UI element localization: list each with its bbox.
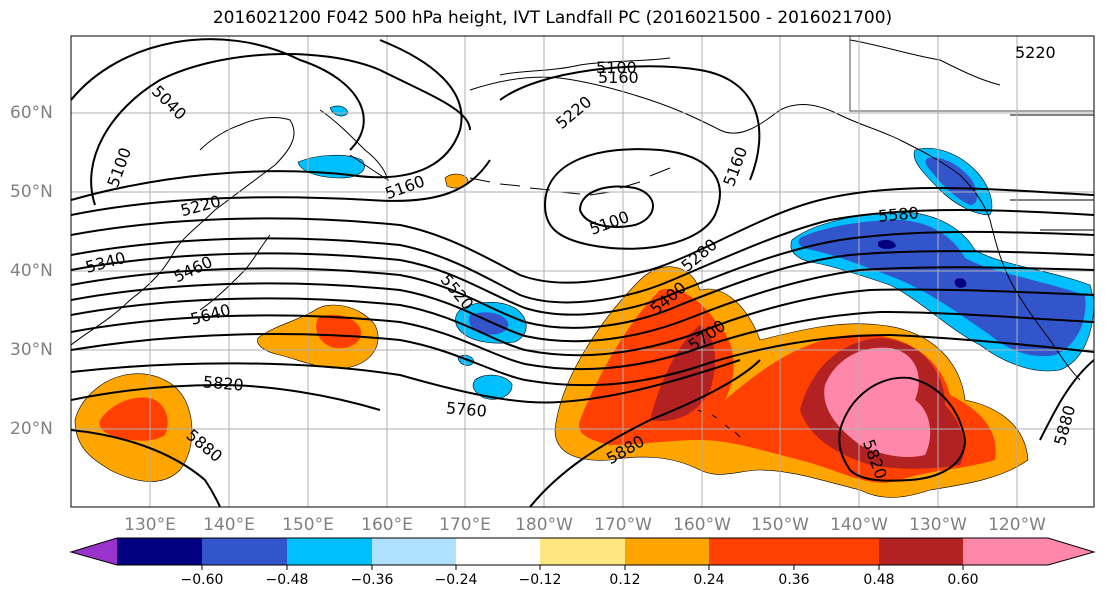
colorbar-outline — [69, 537, 1096, 566]
colorbar-tick-label: −0.60 — [180, 572, 224, 588]
colorbar-swatch — [625, 538, 709, 565]
contour-label: 5760 — [445, 398, 487, 420]
positive-anomaly-region — [444, 173, 469, 189]
lon-label: 150°W — [751, 515, 809, 535]
contour-5880-east — [1039, 359, 1094, 441]
inset-box — [849, 36, 1094, 112]
negative-anomaly-region — [878, 239, 967, 288]
colorbar-swatch — [202, 538, 287, 565]
colorbar-swatch — [709, 538, 794, 565]
canada-border — [1010, 114, 1094, 231]
lon-label: 170°E — [439, 515, 491, 535]
colorbar-tick-label: 0.24 — [693, 572, 725, 588]
lat-label: 30°N — [10, 340, 53, 360]
colorbar — [69, 537, 1096, 570]
lon-label: 140°W — [830, 515, 888, 535]
colorbar-extend-left — [71, 538, 117, 565]
colorbar-swatch — [287, 538, 372, 565]
alaska-coastline — [469, 76, 901, 141]
contour-label: 5580 — [877, 203, 919, 225]
contour-5400 — [71, 230, 1094, 316]
hawaii-islands — [697, 409, 741, 438]
colorbar-tick-label: −0.24 — [434, 572, 478, 588]
lon-label: 180°W — [515, 515, 573, 535]
contour-5340 — [71, 209, 1094, 304]
lat-label: 20°N — [10, 419, 53, 439]
map-area: 5040 5100 5100 5160 5220 5160 5100 5220 … — [71, 36, 1094, 507]
contour-5520 — [71, 266, 1094, 343]
map-title: 2016021200 F042 500 hPa height, IVT Land… — [212, 8, 893, 28]
map-frame — [70, 35, 1095, 508]
contour-5160-low — [543, 148, 721, 250]
lon-label: 160°W — [673, 515, 731, 535]
contour-5220-low — [499, 65, 761, 181]
colorbar-tick-label: 0.36 — [778, 572, 810, 588]
contour-label: 5160 — [598, 68, 639, 87]
positive-anomaly-region — [315, 314, 362, 349]
colorbar-ticks — [201, 565, 964, 570]
lon-label: 140°E — [203, 515, 255, 535]
lon-label: 160°E — [361, 515, 413, 535]
contour-5580 — [71, 288, 1094, 357]
colorbar-swatch — [372, 538, 456, 565]
positive-anomaly-region — [824, 347, 931, 457]
arctic-coastline — [499, 39, 1001, 86]
colorbar-tick-label: 0.48 — [863, 572, 895, 588]
lon-label: 120°W — [988, 515, 1046, 535]
contour-5640 — [71, 310, 1094, 371]
contour-5460 — [71, 250, 1094, 329]
contour-5880-west — [71, 429, 221, 507]
contour-label: 5100 — [596, 58, 637, 77]
lat-label: 50°N — [10, 182, 53, 202]
colorbar-tick-label: 0.60 — [947, 572, 979, 588]
contour-5160 — [71, 39, 463, 201]
aleutian-islands — [469, 167, 671, 196]
contour-5880-mid — [529, 359, 761, 507]
positive-anomaly-region — [99, 397, 168, 441]
contour-5220-west — [71, 159, 491, 216]
colorbar-tick-label: 0.12 — [609, 572, 641, 588]
contour-5700 — [71, 333, 1094, 387]
lon-label: 130°W — [909, 515, 967, 535]
height-contours — [71, 38, 1094, 507]
negative-anomaly-region — [925, 157, 978, 205]
kamchatka-coastline — [319, 109, 389, 182]
north-america-coastline — [899, 139, 1081, 381]
negative-anomaly-region — [469, 312, 509, 335]
colorbar-extend-right — [963, 538, 1094, 565]
contour-5100-low — [578, 185, 654, 228]
colorbar-swatch — [879, 538, 963, 565]
colorbar-tick-label: −0.48 — [265, 572, 309, 588]
lon-label: 150°E — [282, 515, 334, 535]
colorbar-swatch — [540, 538, 625, 565]
colorbar-swatch — [117, 538, 202, 565]
contour-label: 5220 — [1015, 43, 1056, 62]
colorbar-swatch — [794, 538, 879, 565]
contour-5820-high — [838, 376, 967, 482]
contour-label: 5820 — [202, 372, 244, 394]
lon-label: 170°W — [594, 515, 652, 535]
lon-label: 130°E — [124, 515, 176, 535]
graticule — [71, 36, 1094, 507]
contour-5100 — [90, 52, 471, 206]
lat-label: 60°N — [10, 103, 53, 123]
contour-5280 — [71, 187, 1094, 284]
lat-label: 40°N — [10, 261, 53, 281]
colorbar-tick-label: −0.36 — [350, 572, 394, 588]
contour-5760 — [71, 359, 741, 404]
contour-5820 — [71, 383, 381, 411]
colorbar-tick-label: −0.12 — [518, 572, 562, 588]
colorbar-swatch — [456, 538, 540, 565]
